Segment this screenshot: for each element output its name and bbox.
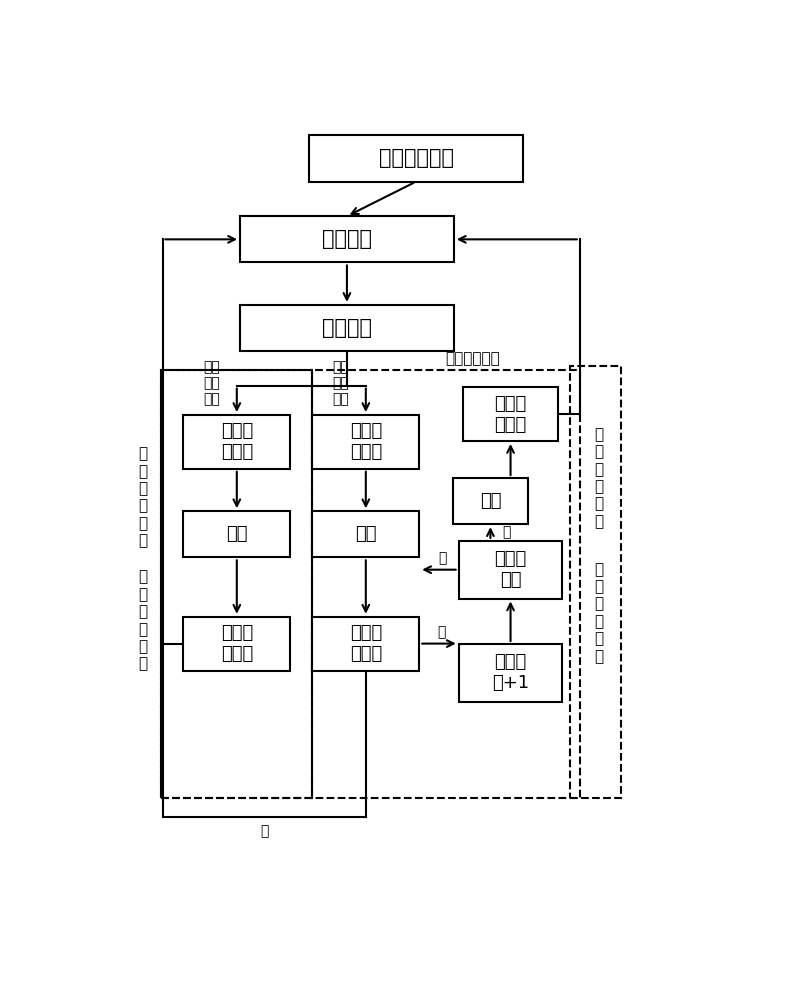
Bar — [183, 511, 290, 557]
Text: 电弧侦测: 电弧侦测 — [321, 229, 371, 249]
Text: 第一
电弧
类型: 第一 电弧 类型 — [203, 360, 220, 407]
Bar — [183, 617, 290, 671]
Text: 输出电
压恢复: 输出电 压恢复 — [494, 395, 526, 434]
Text: 电弧是
否熄灭: 电弧是 否熄灭 — [350, 624, 381, 663]
Bar — [452, 478, 527, 524]
Text: 停机: 停机 — [479, 492, 500, 510]
Text: 第
二
灭
弧
处
理: 第 二 灭 弧 处 理 — [594, 427, 603, 529]
Text: 电压电流采样: 电压电流采样 — [378, 148, 453, 168]
Bar — [240, 216, 453, 262]
Text: 达到设
定值: 达到设 定值 — [494, 550, 526, 589]
Text: 延时次
数+1: 延时次 数+1 — [491, 653, 529, 692]
Text: 是: 是 — [501, 526, 509, 540]
Bar — [312, 511, 418, 557]
Bar — [463, 387, 557, 441]
Bar — [309, 135, 522, 182]
Text: 否: 否 — [438, 551, 447, 565]
Text: 第二灭弧处理: 第二灭弧处理 — [445, 351, 500, 366]
Text: 第
二
灭
弧
处
理: 第 二 灭 弧 处 理 — [138, 570, 147, 672]
Bar — [161, 370, 312, 798]
Text: 延时: 延时 — [354, 525, 376, 543]
Text: 第二
电弧
类型: 第二 电弧 类型 — [332, 360, 349, 407]
Bar — [458, 644, 562, 702]
Text: 输出电
压限幅: 输出电 压限幅 — [221, 422, 252, 461]
Bar — [183, 415, 290, 469]
Bar — [569, 366, 620, 798]
Text: 否: 否 — [436, 625, 445, 639]
Text: 第
一
灭
弧
处
理: 第 一 灭 弧 处 理 — [138, 446, 147, 548]
Bar — [312, 415, 418, 469]
Bar — [312, 617, 418, 671]
Text: 输出电
压恢复: 输出电 压恢复 — [221, 624, 252, 663]
Text: 延时: 延时 — [225, 525, 247, 543]
Text: 是: 是 — [260, 824, 268, 838]
Bar — [458, 541, 562, 599]
Bar — [240, 305, 453, 351]
Bar — [161, 370, 579, 798]
Text: 电弧分类: 电弧分类 — [321, 318, 371, 338]
Text: 延
时
次
数
清
零: 延 时 次 数 清 零 — [594, 562, 603, 664]
Text: 输出电
压封锁: 输出电 压封锁 — [350, 422, 381, 461]
